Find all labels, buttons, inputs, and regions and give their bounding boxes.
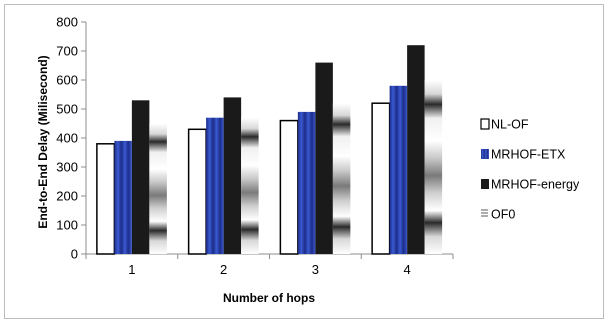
y-axis-title: End-to-End Delay (Milisecond) [36, 55, 50, 228]
y-tick-label: 100 [56, 218, 78, 233]
y-tick-label: 500 [56, 102, 78, 117]
bars [96, 45, 443, 255]
bar-mrhof-etx-2 [206, 117, 224, 254]
legend-swatch-nl-of [480, 118, 490, 130]
bar-mrhof-energy-3 [315, 62, 333, 254]
y-tick-label: 700 [56, 44, 78, 59]
x-tick-label: 3 [312, 262, 319, 277]
x-tick-label: 1 [128, 262, 135, 277]
bar-mrhof-etx-1 [114, 140, 132, 254]
y-tick-label: 0 [71, 247, 78, 262]
x-axis-title: Number of hops [223, 291, 315, 305]
bar-nl-of-4 [371, 102, 391, 255]
y-tick-label: 800 [56, 15, 78, 30]
legend-label-mrhof-energy: MRHOF-energy [491, 178, 580, 192]
x-tick-label: 2 [220, 262, 227, 277]
x-tick-label: 4 [404, 262, 411, 277]
legend: NL-OF MRHOF-ETX MRHOF-energy OF0 [480, 118, 580, 222]
bar-nl-of-3 [279, 119, 299, 255]
bar-mrhof-energy-1 [131, 100, 150, 254]
bar-of0-2 [241, 117, 259, 254]
bar-mrhof-etx-3 [297, 111, 316, 255]
bar-of0-1 [149, 123, 167, 254]
bar-nl-of-1 [96, 143, 116, 255]
y-tick-label: 600 [56, 73, 78, 88]
bar-nl-of-2 [187, 128, 207, 255]
legend-swatch-mrhof-energy [481, 179, 489, 189]
y-tick-label: 400 [56, 131, 78, 146]
bar-mrhof-etx-4 [389, 85, 408, 254]
legend-label-nl-of: NL-OF [491, 118, 529, 132]
bar-of0-4 [424, 80, 443, 254]
bar-mrhof-energy-2 [223, 97, 242, 255]
bar-of0-3 [332, 103, 351, 254]
legend-swatch-mrhof-etx [481, 149, 489, 159]
y-tick-label: 300 [56, 160, 78, 175]
y-tick-label: 200 [56, 189, 78, 204]
bar-mrhof-energy-4 [407, 45, 425, 255]
legend-label-mrhof-etx: MRHOF-ETX [491, 148, 566, 162]
legend-label-of0: OF0 [491, 208, 515, 222]
